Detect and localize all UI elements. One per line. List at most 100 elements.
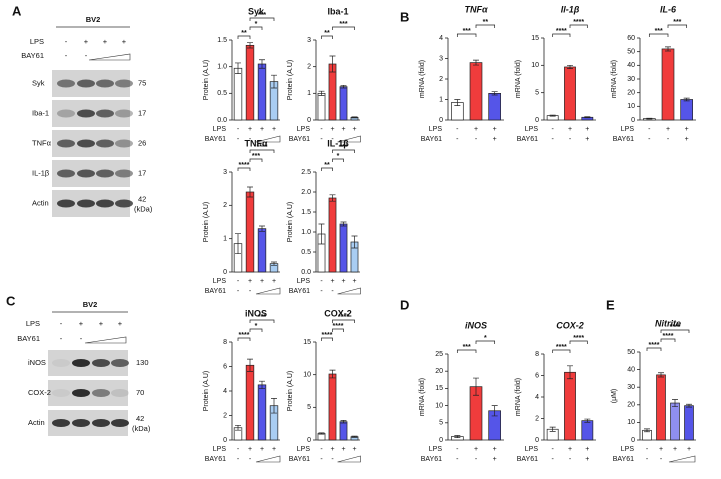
condition-mark: + — [272, 126, 276, 133]
significance-bracket — [321, 35, 333, 39]
significance-label: **** — [573, 19, 584, 26]
condition-mark: + — [330, 278, 334, 285]
condition-mark: + — [687, 446, 691, 453]
condition-mark: - — [65, 51, 68, 60]
panel-label: C — [6, 293, 16, 308]
y-tick-label: 6 — [535, 372, 539, 379]
y-tick-label: 0 — [307, 437, 311, 444]
condition-mark: + — [272, 446, 276, 453]
significance-label: *** — [258, 12, 266, 19]
condition-mark: + — [84, 37, 89, 46]
significance-label: ** — [241, 30, 247, 37]
condition-mark: - — [60, 334, 63, 343]
condition-label: LPS — [26, 319, 40, 328]
condition-label: LPS — [525, 126, 539, 133]
chart-title: IL-1β — [327, 138, 349, 148]
condition-mark: + — [118, 319, 123, 328]
dose-triangle — [668, 455, 696, 463]
condition-label: LPS — [429, 446, 443, 453]
condition-mark: - — [249, 288, 252, 295]
significance-label: *** — [463, 28, 471, 35]
y-tick-label: 8 — [535, 351, 539, 358]
y-axis-label: mRNA (fold) — [419, 60, 426, 98]
row-label: Actin — [28, 418, 45, 427]
y-tick-label: 20 — [627, 402, 635, 409]
significance-label: *** — [655, 28, 663, 35]
y-tick-label: 10 — [627, 103, 635, 110]
condition-mark: + — [585, 136, 589, 143]
significance-label: * — [255, 21, 258, 28]
blot-band — [96, 79, 114, 88]
error-bar — [340, 420, 347, 424]
significance-bracket — [552, 33, 571, 37]
blot-band — [57, 139, 75, 148]
error-bar — [665, 46, 671, 52]
y-axis-label: Protein (A.U) — [287, 202, 294, 242]
blot-band — [57, 79, 75, 88]
y-tick-label: 0 — [223, 437, 227, 444]
error-bar — [491, 91, 498, 96]
significance-bracket — [660, 338, 676, 342]
chart-title: IL-6 — [660, 4, 677, 14]
condition-mark: - — [237, 136, 240, 143]
y-tick-label: 5 — [307, 404, 311, 411]
y-tick-label: 0.0 — [301, 269, 311, 276]
significance-label: **** — [556, 344, 567, 351]
condition-mark: + — [673, 446, 677, 453]
y-tick-label: 1 — [223, 236, 227, 243]
bar — [684, 405, 694, 441]
blot-band — [115, 169, 133, 178]
y-tick-label: 3 — [307, 37, 311, 44]
dose-triangle — [88, 53, 131, 61]
y-tick-label: 50 — [627, 49, 635, 56]
blot-band — [111, 419, 129, 427]
blot-band — [96, 199, 114, 208]
condition-mark: - — [65, 37, 68, 46]
condition-mark: - — [320, 288, 323, 295]
bar — [339, 86, 348, 121]
significance-label: *** — [258, 314, 266, 321]
y-tick-label: 2.0 — [301, 189, 311, 196]
cell-line: BV2 — [86, 15, 101, 24]
error-bar — [683, 97, 690, 102]
error-bar — [271, 261, 277, 266]
condition-mark: + — [341, 278, 345, 285]
significance-bracket — [321, 167, 333, 171]
error-bar — [259, 59, 265, 69]
significance-bracket — [332, 149, 355, 153]
significance-bracket — [667, 24, 688, 28]
dose-triangle — [337, 135, 361, 143]
blot-band — [96, 169, 114, 178]
y-tick-label: 4 — [535, 394, 539, 401]
blot-band — [77, 79, 95, 88]
condition-mark: + — [260, 278, 264, 285]
y-tick-label: 4 — [223, 388, 227, 395]
y-tick-label: 0 — [439, 437, 443, 444]
significance-label: ** — [324, 30, 330, 37]
blot-band — [72, 389, 90, 397]
condition-mark: - — [569, 136, 572, 143]
condition-mark: + — [568, 446, 572, 453]
error-bar — [259, 380, 265, 389]
chart-title: Iba-1 — [327, 6, 348, 16]
significance-bracket — [249, 149, 275, 153]
condition-label: BAY61 — [289, 456, 310, 463]
significance-label: * — [484, 335, 487, 342]
significance-bracket — [237, 35, 251, 39]
condition-mark: + — [248, 126, 252, 133]
condition-mark: - — [249, 456, 252, 463]
condition-label: BAY61 — [613, 456, 634, 463]
condition-label: BAY61 — [21, 51, 44, 60]
y-tick-label: 0.5 — [301, 249, 311, 256]
panel-label: E — [606, 297, 615, 312]
chart-title: iNOS — [465, 320, 487, 330]
bar — [328, 373, 337, 441]
y-tick-label: 10 — [435, 402, 443, 409]
condition-mark: - — [249, 136, 252, 143]
significance-label: **** — [670, 324, 681, 331]
condition-mark: + — [99, 319, 104, 328]
blot-band — [57, 109, 75, 118]
significance-label: **** — [573, 335, 584, 342]
blot-band — [52, 359, 70, 367]
